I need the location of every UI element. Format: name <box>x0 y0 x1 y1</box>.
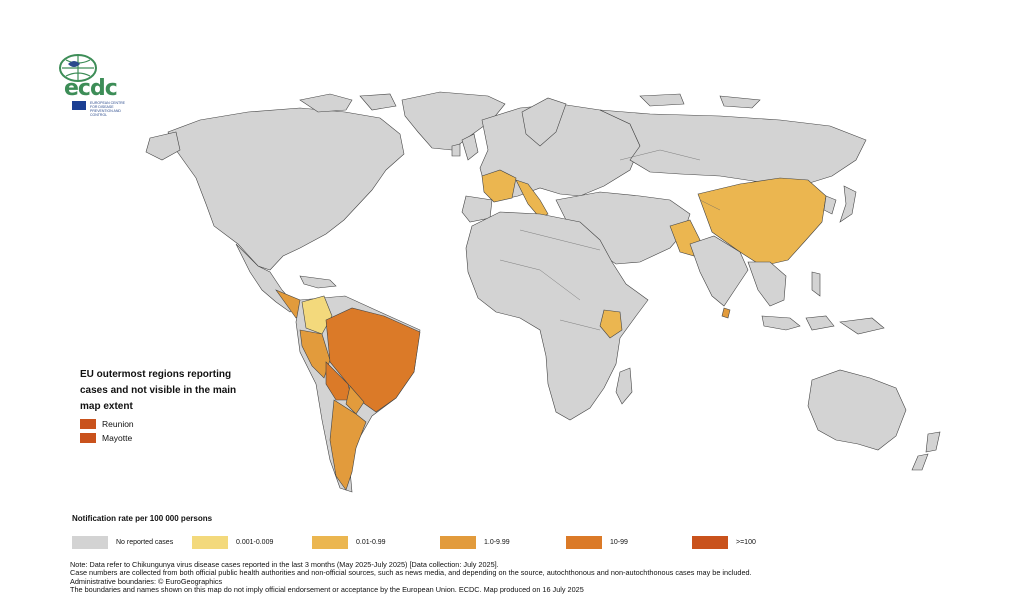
outermost-regions-panel: EU outermost regions reporting cases and… <box>80 367 245 443</box>
argentina-choropleth <box>329 399 367 491</box>
borders-hint <box>499 149 721 331</box>
legend-label: 0.01-0.99 <box>356 539 386 546</box>
legend-swatch <box>692 536 728 549</box>
legend-item: 0.001-0.009 <box>192 536 312 549</box>
legend-item: 10-99 <box>566 536 692 549</box>
legend-item: >=100 <box>692 536 772 549</box>
caribbean <box>299 275 337 289</box>
note-line: The boundaries and names shown on this m… <box>70 585 584 595</box>
peru-choropleth <box>299 329 331 379</box>
outermost-regions-title: EU outermost regions reporting cases and… <box>80 369 237 412</box>
brazil-choropleth <box>325 307 421 413</box>
outermost-region-swatch <box>80 419 96 429</box>
france-choropleth <box>481 169 517 203</box>
legend-swatch <box>566 536 602 549</box>
legend-label: No reported cases <box>116 539 174 546</box>
korea-japan <box>823 185 857 223</box>
outermost-region-item: Reunion <box>80 419 245 429</box>
outermost-region-label: Reunion <box>102 419 134 429</box>
note-line: Case numbers are collected from both off… <box>70 568 752 578</box>
legend: Notification rate per 100 000 persons No… <box>72 514 972 549</box>
ecdc-logo-text: ecdc <box>64 76 118 101</box>
legend-item: No reported cases <box>72 536 192 549</box>
legend-title: Notification rate per 100 000 persons <box>72 514 213 523</box>
legend-swatch <box>192 536 228 549</box>
north-america <box>167 107 405 271</box>
legend-label: 1.0-9.99 <box>484 539 510 546</box>
note-line: Note: Data refer to Chikungunya virus di… <box>70 560 499 569</box>
madagascar <box>615 367 633 405</box>
legend-swatch <box>72 536 108 549</box>
russia-arctic-islands <box>639 93 761 109</box>
outermost-region-label: Mayotte <box>102 433 133 443</box>
legend-label: 10-99 <box>610 539 628 546</box>
italy-choropleth <box>515 179 549 219</box>
indonesia <box>761 315 885 335</box>
globe-icon <box>59 54 97 82</box>
legend-item: 0.01-0.99 <box>312 536 440 549</box>
scandinavia <box>521 97 567 147</box>
canadian-arctic-islands <box>299 93 397 113</box>
legend-classes: No reported cases 0.001-0.009 0.01-0.99 1.0… <box>72 536 972 549</box>
alaska <box>145 131 181 161</box>
sri-lanka-choropleth <box>721 307 731 319</box>
india <box>689 235 749 307</box>
legend-swatch <box>312 536 348 549</box>
outermost-region-item: Mayotte <box>80 433 245 443</box>
philippines <box>811 271 821 297</box>
iberia <box>461 195 493 223</box>
legend-swatch <box>440 536 476 549</box>
kenya-choropleth <box>599 309 623 339</box>
note-line: Administrative boundaries: © EuroGeograp… <box>70 576 223 586</box>
southeast-asia <box>747 261 787 307</box>
russia <box>599 109 867 187</box>
uk-ireland <box>451 133 479 161</box>
legend-label: >=100 <box>736 539 756 546</box>
map-notes: Note: Data refer to Chikungunya virus di… <box>70 560 970 595</box>
africa <box>465 211 649 421</box>
new-zealand <box>911 431 941 471</box>
eu-flag-icon <box>72 101 86 110</box>
legend-item: 1.0-9.99 <box>440 536 566 549</box>
bolivia-choropleth <box>325 361 353 401</box>
legend-label: 0.001-0.009 <box>236 539 274 546</box>
ecdc-logo-subtitle: EUROPEAN CENTRE FOR DISEASE PREVENTION A… <box>90 101 126 117</box>
china-choropleth <box>697 177 827 267</box>
outermost-region-swatch <box>80 433 96 443</box>
australia <box>807 369 907 451</box>
